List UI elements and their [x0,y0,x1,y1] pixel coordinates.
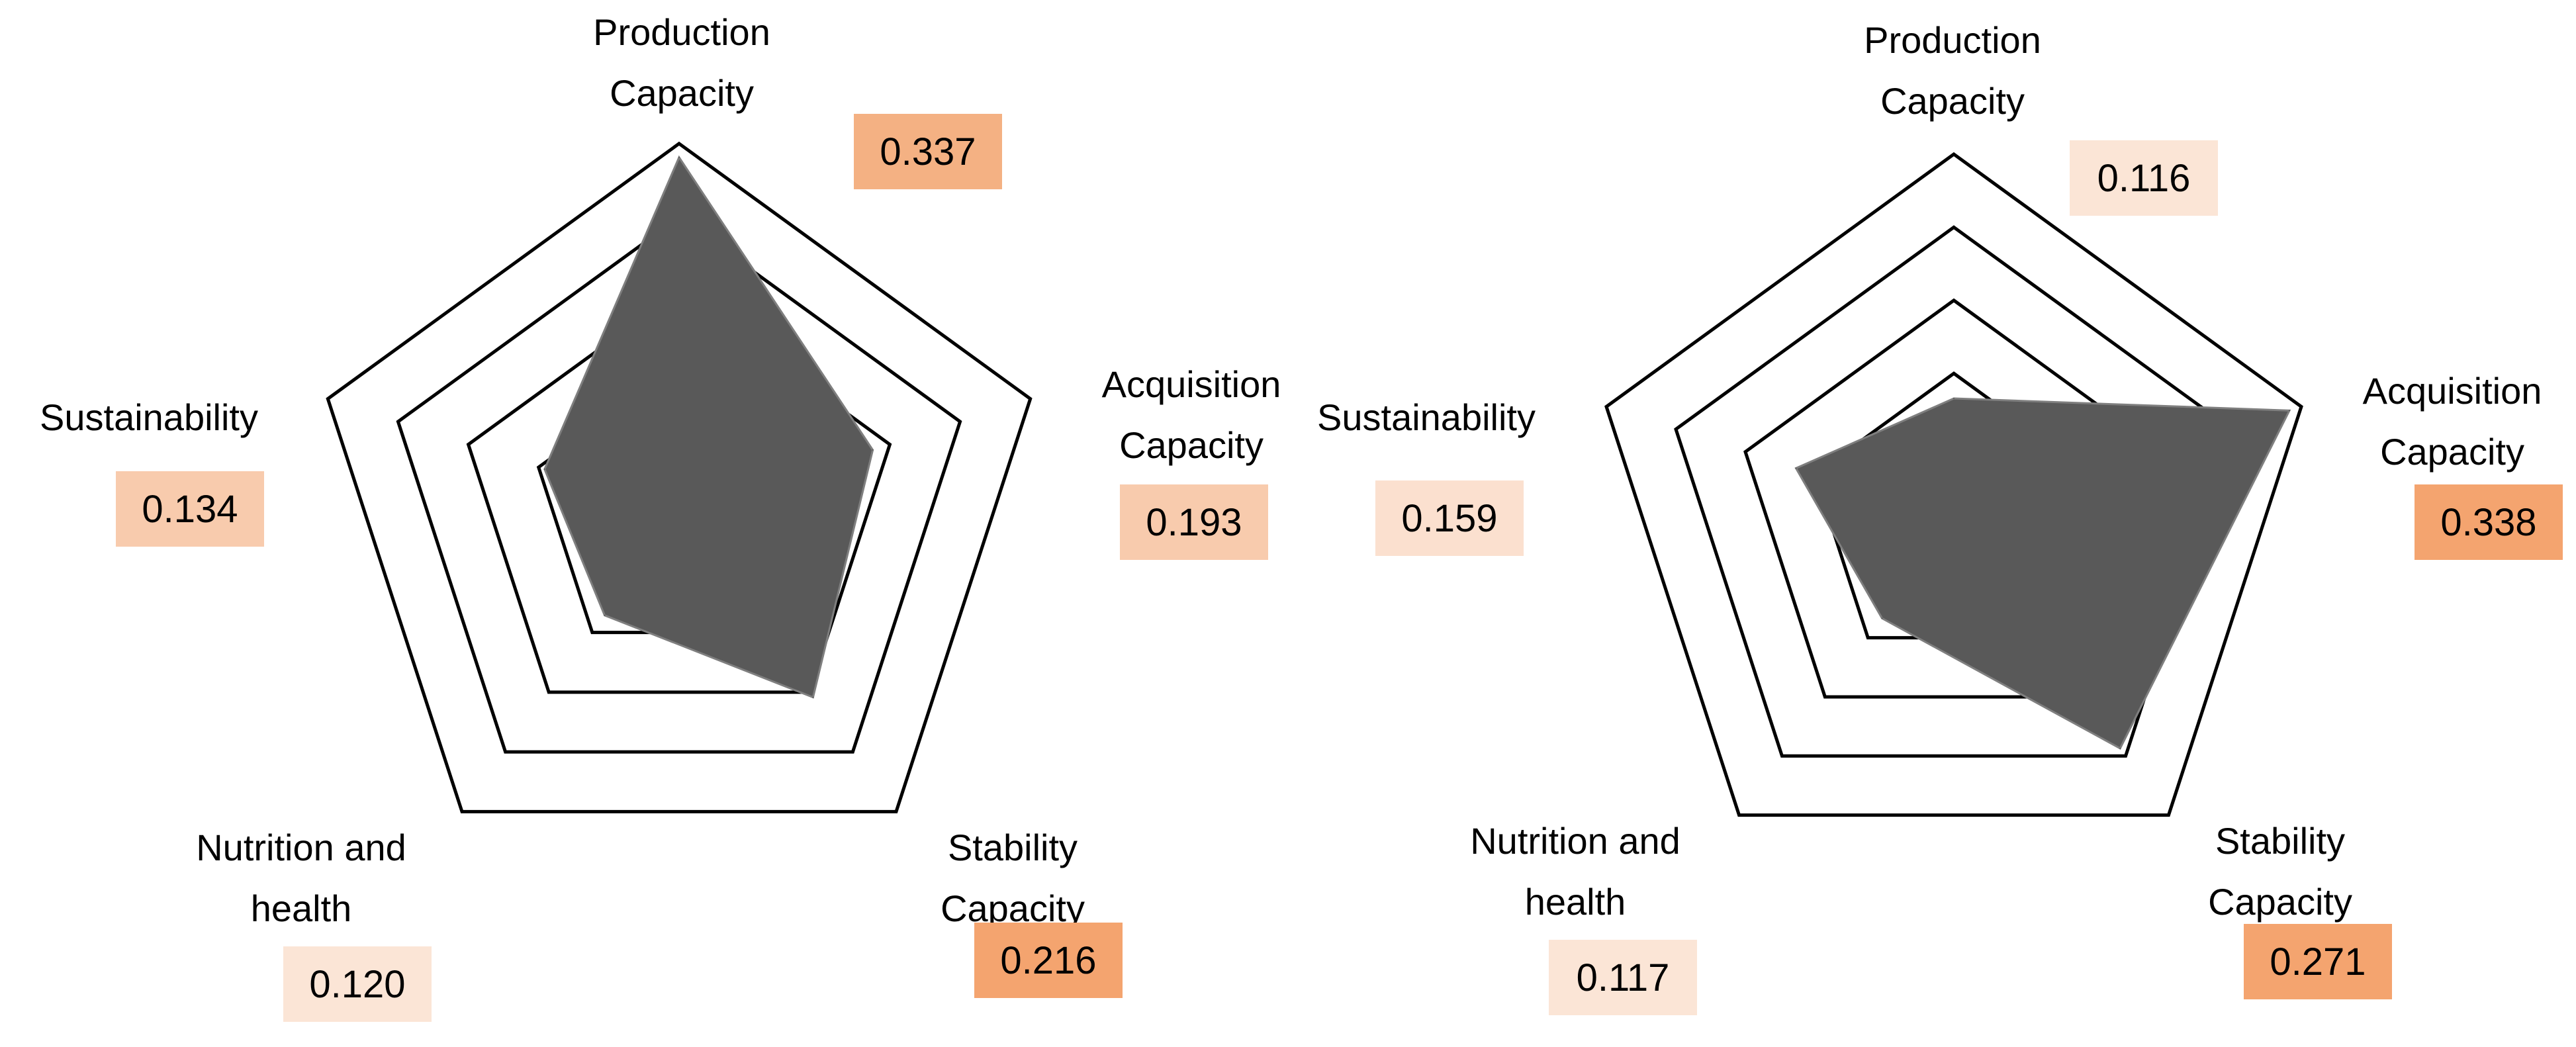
grid-ring-3 [466,289,892,694]
axis-label-3: Nutrition and health [196,827,406,929]
value-box-4 [1375,480,1524,556]
axis-label-1: Acquisition Capacity [1102,363,1281,466]
value-box-3 [1549,940,1697,1015]
data-point-2 [812,696,814,698]
axis-label-0: Production Capacity [593,11,770,114]
value-label-1: 0.338 [2440,501,2536,544]
axis-label-4: Sustainability [1317,396,1536,438]
value-label-0: 0.337 [880,130,976,173]
data-point-3 [604,614,606,616]
axis-label-1: Acquisition Capacity [2363,370,2542,473]
axis-label-0: Production Capacity [1864,19,2041,122]
value-label-0: 0.116 [2097,157,2191,200]
grid-ring-4 [396,215,962,754]
data-point-0 [678,156,680,158]
radar-chart-left: Production Capacity Acquisition Capacity Sta… [40,11,1281,1022]
value-label-2: 0.216 [1000,939,1096,982]
grid-ring-5 [1604,152,2303,817]
value-box-3 [283,946,432,1022]
axis-label-2: Stability Capacity [941,827,1085,929]
value-box-0 [854,114,1002,189]
axis-label-2: Stability Capacity [2208,820,2352,923]
data-area [543,155,874,699]
value-box-1 [2415,484,2563,560]
value-label-1: 0.193 [1146,501,1242,544]
data-point-1 [872,449,874,451]
data-point-0 [1953,398,1955,400]
data-area [1794,397,2291,750]
grid-ring-5 [326,141,1033,813]
value-label-3: 0.120 [309,963,405,1006]
data-point-4 [1795,467,1797,469]
grid-ring-4 [1674,225,2234,758]
data-point-4 [543,468,545,470]
value-label-4: 0.159 [1401,497,1497,540]
axis-label-3: Nutrition and health [1470,820,1680,923]
value-label-3: 0.117 [1577,956,1670,999]
radar-chart-right: Production Capacity Acquisition Capacity Sta… [1317,19,2563,1015]
data-point-3 [1881,617,1883,619]
value-box-1 [1120,484,1268,560]
data-point-1 [2288,410,2290,412]
value-box-2 [974,923,1123,998]
value-box-0 [2070,140,2218,216]
data-point-2 [2119,747,2121,749]
value-box-4 [116,471,264,547]
value-label-4: 0.134 [142,488,238,531]
value-label-2: 0.271 [2270,940,2366,983]
value-box-2 [2244,924,2392,999]
axis-label-4: Sustainability [40,396,258,438]
